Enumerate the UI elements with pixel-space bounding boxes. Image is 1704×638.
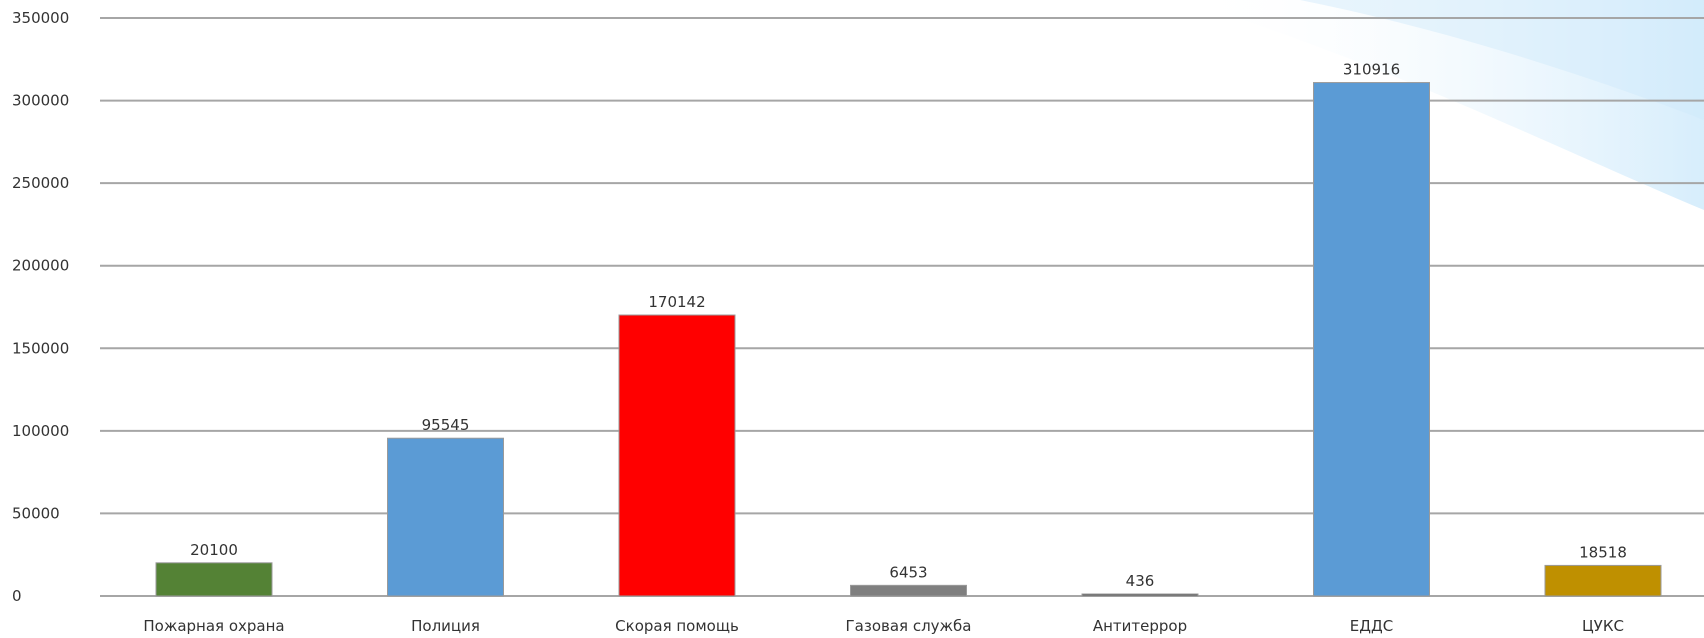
bars <box>155 82 1662 597</box>
category-label: Газовая служба <box>846 617 972 635</box>
x-axis-category-labels: Пожарная охрана Полиция Скорая помощь Газов… <box>143 617 1624 635</box>
category-label: Антитеррор <box>1093 617 1187 635</box>
y-tick-label: 250000 <box>12 174 69 192</box>
data-label: 6453 <box>889 563 927 581</box>
y-tick-label: 300000 <box>12 92 69 110</box>
bar <box>387 437 504 597</box>
background-swoosh-shape <box>1300 0 1704 120</box>
data-label: 436 <box>1126 572 1155 590</box>
category-label: Пожарная охрана <box>143 617 284 635</box>
bar <box>155 562 273 597</box>
y-tick-label: 150000 <box>12 339 69 357</box>
category-label: ЕДДС <box>1350 617 1393 635</box>
category-label: Полиция <box>411 617 480 635</box>
data-label: 20100 <box>190 541 238 559</box>
bar <box>850 584 967 597</box>
y-tick-label: 50000 <box>12 504 60 522</box>
bar <box>1081 593 1199 597</box>
data-label: 310916 <box>1343 61 1400 79</box>
category-label: ЦУКС <box>1582 617 1624 635</box>
data-label: 18518 <box>1579 543 1627 561</box>
data-label: 95545 <box>422 416 470 434</box>
data-label: 170142 <box>648 293 705 311</box>
y-tick-label: 200000 <box>12 257 69 275</box>
data-labels: 20100 95545 170142 6453 436 310916 18518 <box>190 61 1627 590</box>
bar <box>1544 564 1662 597</box>
category-label: Скорая помощь <box>615 617 739 635</box>
y-tick-label: 0 <box>12 587 22 605</box>
background-swoosh <box>1180 0 1704 210</box>
bar <box>618 314 736 597</box>
y-tick-label: 350000 <box>12 9 69 27</box>
background-swoosh-shape <box>1180 0 1704 210</box>
y-tick-label: 100000 <box>12 422 69 440</box>
bar <box>1313 82 1430 597</box>
y-axis-tick-labels: 0 50000 100000 150000 200000 250000 300000 3500… <box>12 9 69 605</box>
